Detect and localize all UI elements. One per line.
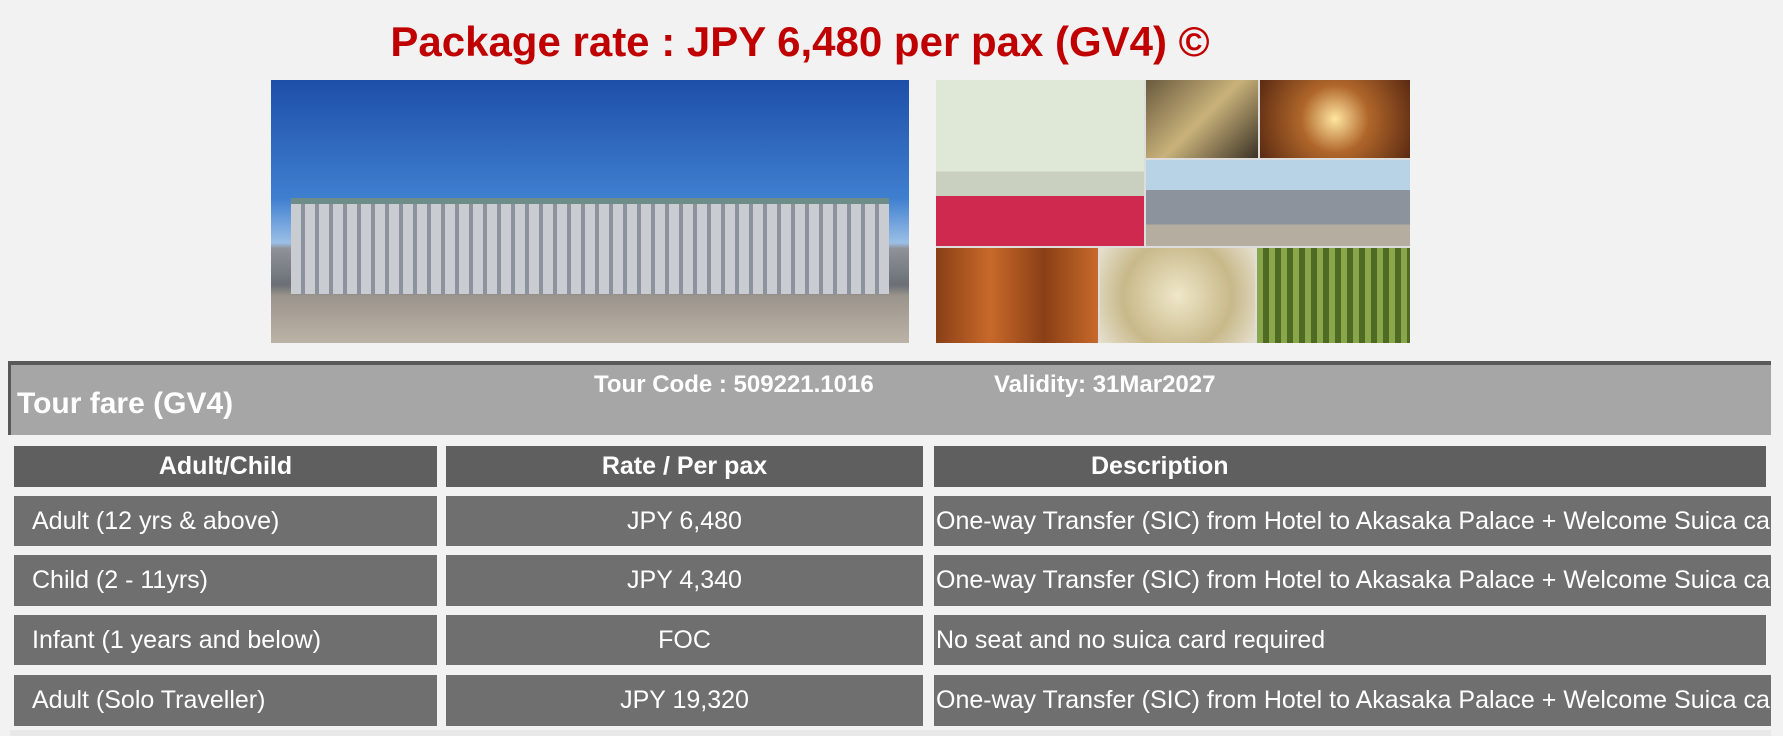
palace-interior-collage	[936, 80, 1410, 343]
collage-fireplace	[1146, 80, 1258, 158]
row-rate: FOC	[446, 615, 923, 665]
collage-exterior	[1146, 160, 1410, 246]
footer-strip	[10, 730, 1771, 736]
header-rate: Rate / Per pax	[446, 446, 923, 487]
collage-ornament	[1100, 248, 1255, 343]
tour-code: Tour Code : 509221.1016	[594, 371, 874, 398]
tour-fare-band: Tour fare (GV4) Tour Code : 509221.1016 …	[8, 361, 1771, 435]
collage-bamboo-garden	[1257, 248, 1410, 343]
row-category: Infant (1 years and below)	[14, 615, 437, 665]
palace-exterior-photo	[271, 80, 909, 343]
row-rate: JPY 6,480	[446, 496, 923, 546]
row-category: Child (2 - 11yrs)	[14, 555, 437, 606]
page-title: Package rate : JPY 6,480 per pax (GV4) ©	[390, 18, 1210, 65]
header-adult-child: Adult/Child	[14, 446, 437, 487]
header-description: Description	[934, 446, 1766, 487]
row-description: One-way Transfer (SIC) from Hotel to Aka…	[934, 496, 1771, 546]
row-description: One-way Transfer (SIC) from Hotel to Aka…	[934, 675, 1771, 726]
collage-chandelier	[1260, 80, 1410, 158]
row-category: Adult (12 yrs & above)	[14, 496, 437, 546]
row-category: Adult (Solo Traveller)	[14, 675, 437, 726]
collage-hall	[936, 80, 1144, 246]
validity: Validity: 31Mar2027	[994, 371, 1216, 398]
row-description: No seat and no suica card required	[934, 615, 1766, 665]
tour-fare-title: Tour fare (GV4)	[17, 387, 234, 420]
row-description: One-way Transfer (SIC) from Hotel to Aka…	[934, 555, 1771, 606]
row-rate: JPY 4,340	[446, 555, 923, 606]
collage-doors	[936, 248, 1098, 343]
row-rate: JPY 19,320	[446, 675, 923, 726]
palace-building	[291, 198, 889, 294]
